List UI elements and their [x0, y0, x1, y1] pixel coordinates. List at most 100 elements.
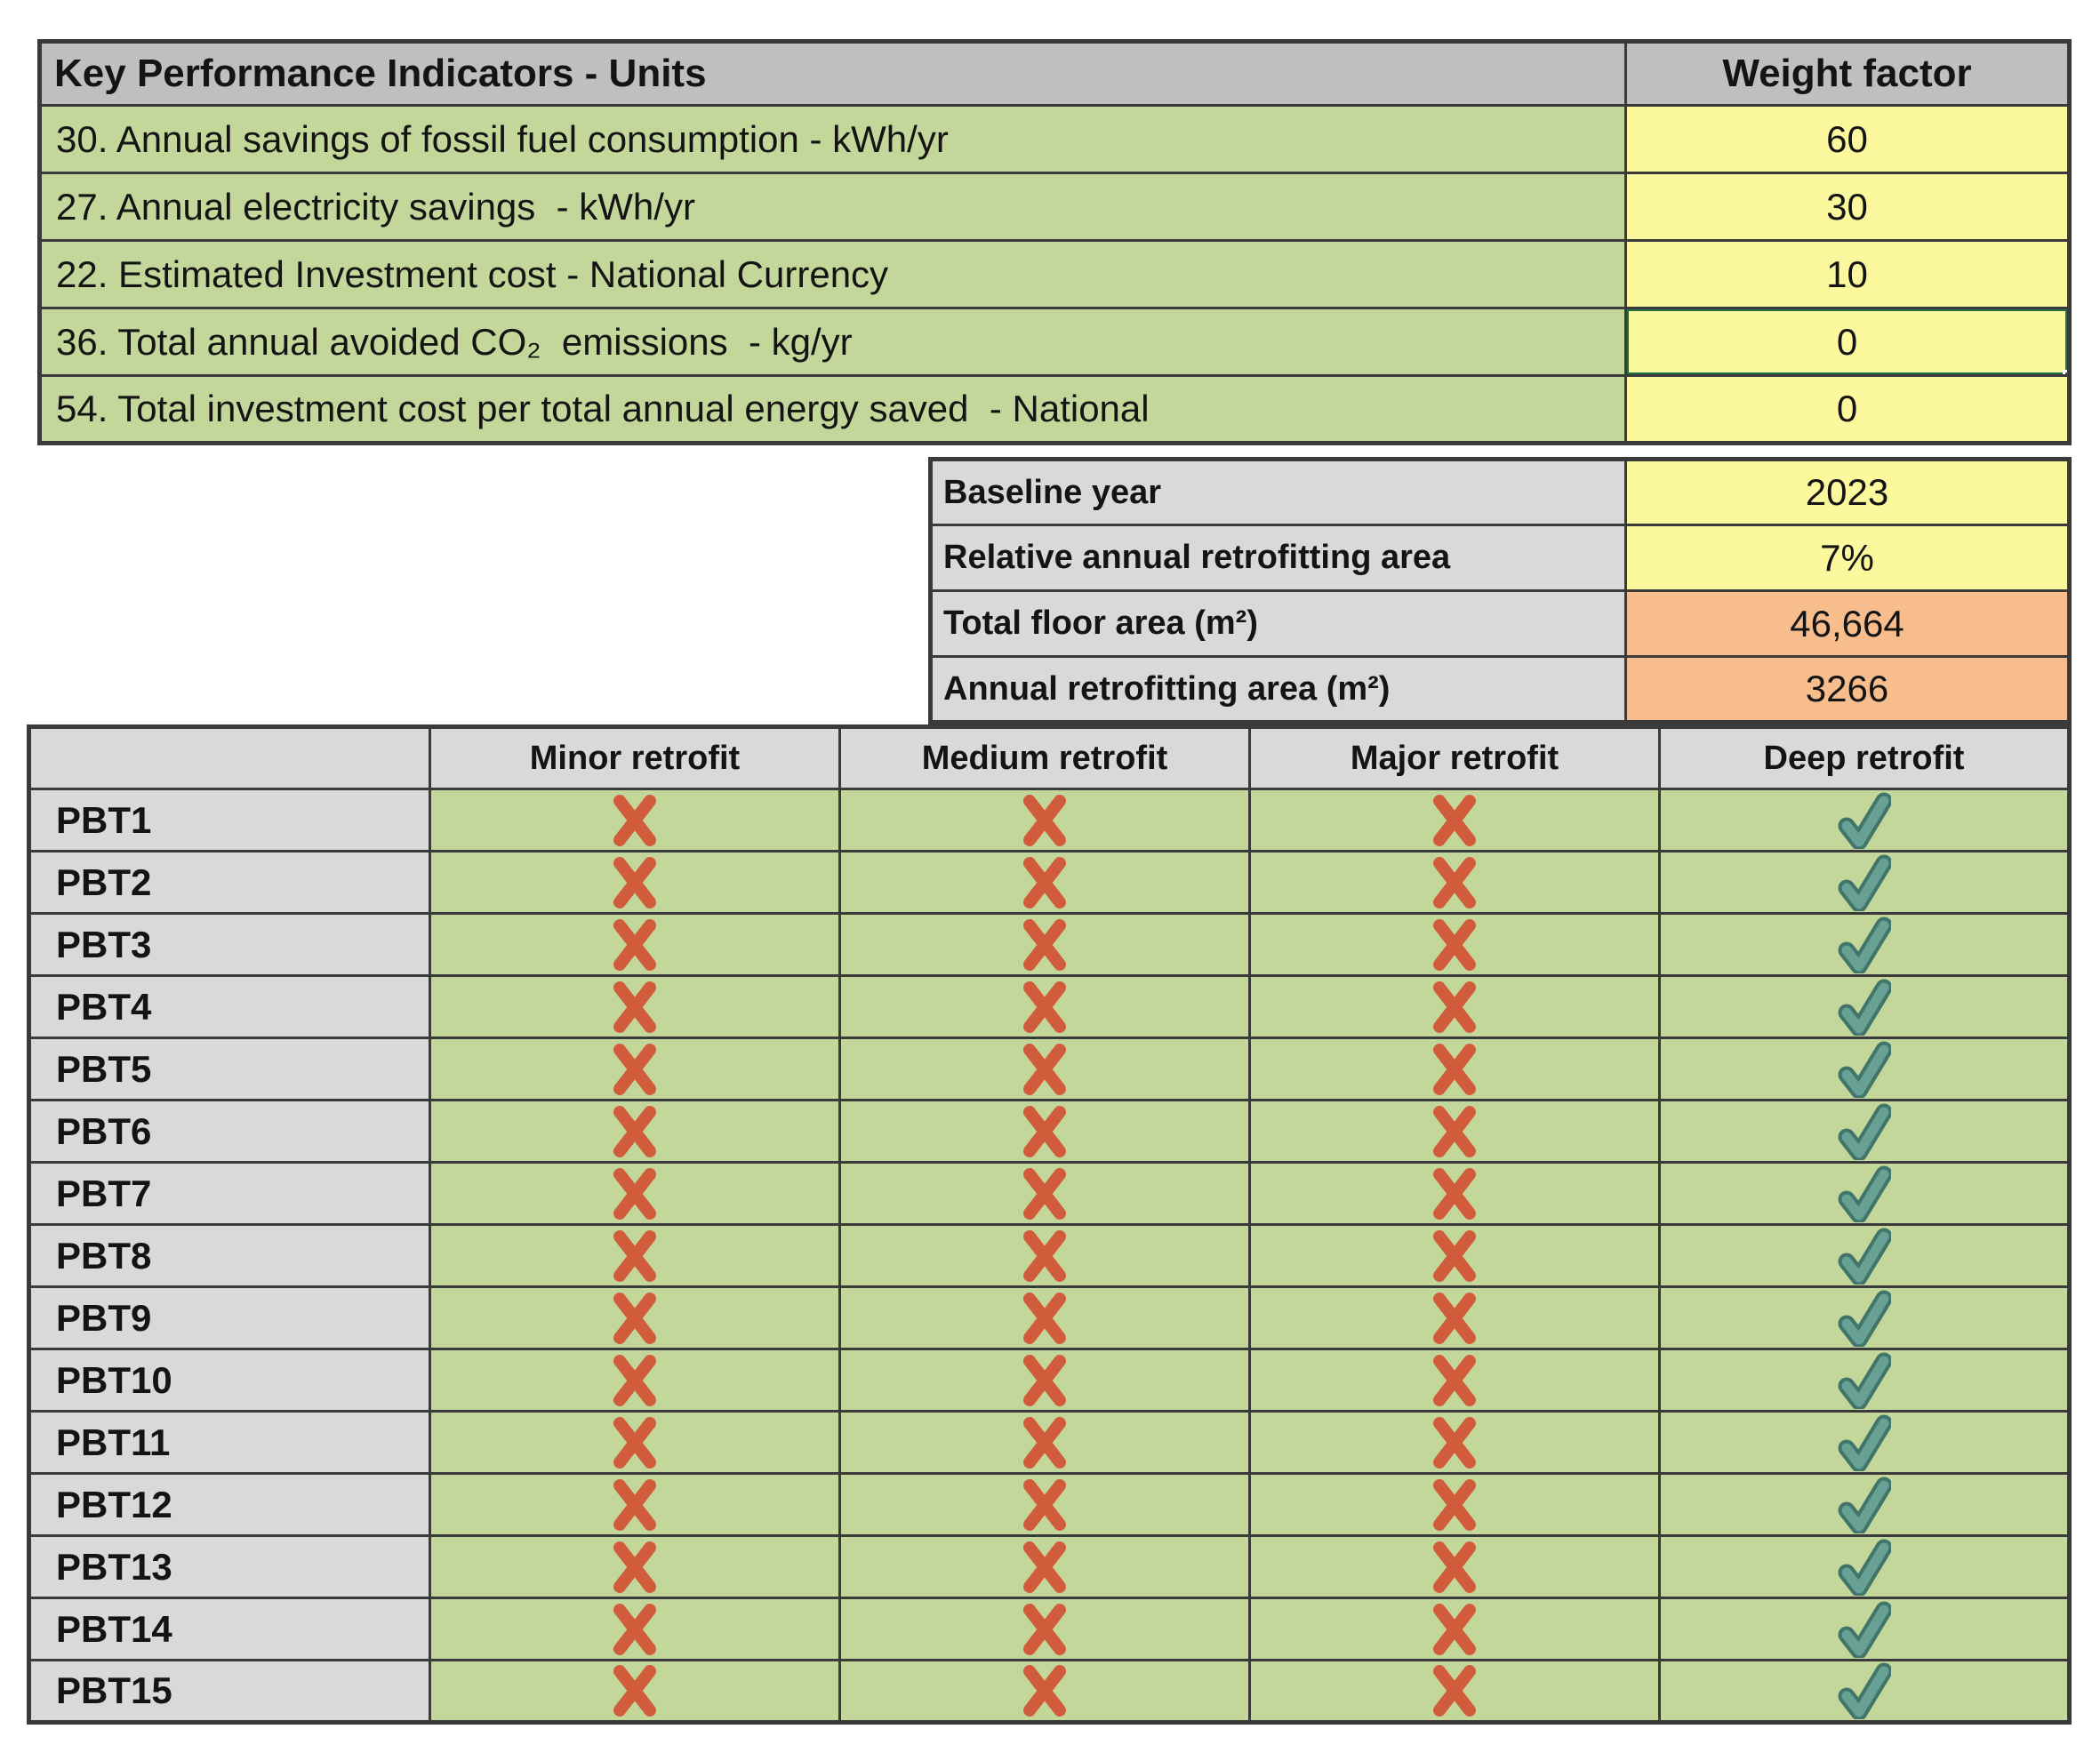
matrix-cell[interactable] [838, 1348, 1251, 1413]
matrix-cell[interactable] [429, 788, 841, 852]
matrix-cell[interactable] [1248, 1285, 1661, 1350]
matrix-cell[interactable] [1658, 1285, 2071, 1350]
cell-text: PBT1 [56, 798, 152, 841]
matrix-cell[interactable] [429, 912, 841, 977]
matrix-cell[interactable] [838, 1223, 1251, 1288]
matrix-cell[interactable] [1658, 850, 2071, 915]
weight-factor-cell[interactable]: 60 [1624, 104, 2071, 174]
matrix-cell[interactable] [1248, 1410, 1661, 1475]
matrix-cell[interactable] [429, 1161, 841, 1226]
matrix-cell[interactable] [1248, 974, 1661, 1039]
cross-icon [613, 1665, 656, 1717]
parameter-value-cell[interactable]: 2023 [1624, 458, 2071, 526]
matrix-cell[interactable] [1248, 912, 1661, 977]
cross-icon [1023, 1105, 1066, 1157]
cross-icon [1433, 1665, 1476, 1717]
matrix-row: PBT3 [28, 912, 2071, 977]
kpi-label-cell: 54. Total investment cost per total annu… [38, 374, 1627, 444]
matrix-cell[interactable] [429, 1285, 841, 1350]
matrix-cell[interactable] [1248, 1659, 1661, 1724]
matrix-cell[interactable] [838, 850, 1251, 915]
check-icon [1838, 1290, 1891, 1347]
matrix-cell[interactable] [1248, 1472, 1661, 1537]
check-icon [1838, 1165, 1891, 1222]
matrix-cell[interactable] [838, 1659, 1251, 1724]
matrix-cell[interactable] [429, 850, 841, 915]
matrix-cell[interactable] [429, 1223, 841, 1288]
matrix-cell[interactable] [1248, 1037, 1661, 1101]
check-icon [1838, 917, 1891, 973]
matrix-cell[interactable] [1248, 1223, 1661, 1288]
kpi-row: 54. Total investment cost per total annu… [38, 374, 2071, 444]
cross-icon [1433, 1229, 1476, 1282]
matrix-cell[interactable] [1658, 1472, 2071, 1537]
matrix-cell[interactable] [838, 1410, 1251, 1475]
matrix-cell[interactable] [1658, 974, 2071, 1039]
matrix-row: PBT15 [28, 1659, 2071, 1724]
cross-icon [1023, 1541, 1066, 1593]
cell-text: PBT9 [56, 1296, 152, 1339]
matrix-row: PBT9 [28, 1285, 2071, 1350]
cross-icon [1023, 1354, 1066, 1406]
parameter-label-cell: Baseline year [929, 458, 1627, 526]
matrix-cell[interactable] [1248, 1534, 1661, 1599]
selection-fill-handle[interactable] [2063, 370, 2067, 373]
weight-factor-cell[interactable]: 10 [1624, 239, 2071, 309]
matrix-cell[interactable] [429, 1099, 841, 1164]
matrix-cell[interactable] [838, 1472, 1251, 1537]
matrix-cell[interactable] [429, 1534, 841, 1599]
matrix-cell[interactable] [1248, 1161, 1661, 1226]
matrix-cell[interactable] [1248, 1348, 1661, 1413]
cell-text: 3266 [1805, 668, 1889, 709]
matrix-cell[interactable] [838, 1597, 1251, 1661]
matrix-cell[interactable] [1658, 1161, 2071, 1226]
matrix-cell[interactable] [838, 1534, 1251, 1599]
matrix-cell[interactable] [1658, 912, 2071, 977]
matrix-row-label: PBT13 [28, 1534, 431, 1599]
matrix-cell[interactable] [1658, 1534, 2071, 1599]
matrix-cell[interactable] [838, 1099, 1251, 1164]
parameter-value-cell[interactable]: 46,664 [1624, 589, 2071, 658]
matrix-cell[interactable] [838, 788, 1251, 852]
kpi-table-title: Key Performance Indicators - Units [38, 40, 1627, 107]
matrix-row: PBT6 [28, 1099, 2071, 1164]
matrix-cell[interactable] [1248, 788, 1661, 852]
matrix-cell[interactable] [429, 1348, 841, 1413]
matrix-cell[interactable] [1248, 1099, 1661, 1164]
cell-text: PBT14 [56, 1607, 172, 1650]
matrix-cell[interactable] [1248, 850, 1661, 915]
parameter-value-cell[interactable]: 7% [1624, 524, 2071, 592]
cross-icon [613, 1167, 656, 1220]
cell-text: Annual retrofitting area (m²) [943, 669, 1391, 708]
matrix-cell[interactable] [838, 912, 1251, 977]
matrix-cell[interactable] [838, 1285, 1251, 1350]
matrix-cell[interactable] [1658, 1597, 2071, 1661]
weight-factor-cell[interactable]: 30 [1624, 172, 2071, 242]
selected-weight-factor-cell[interactable]: 0 [1624, 307, 2071, 377]
matrix-cell[interactable] [1248, 1597, 1661, 1661]
cross-icon [613, 856, 656, 909]
matrix-cell[interactable] [838, 1161, 1251, 1226]
matrix-cell[interactable] [1658, 1099, 2071, 1164]
matrix-cell[interactable] [1658, 788, 2071, 852]
matrix-cell[interactable] [429, 1472, 841, 1537]
matrix-cell[interactable] [1658, 1410, 2071, 1475]
matrix-cell[interactable] [429, 1037, 841, 1101]
parameter-value-cell[interactable]: 3266 [1624, 655, 2071, 724]
matrix-cell[interactable] [429, 974, 841, 1039]
matrix-cell[interactable] [1658, 1037, 2071, 1101]
cell-text: Deep retrofit [1763, 739, 1965, 777]
matrix-cell[interactable] [1658, 1223, 2071, 1288]
matrix-cell[interactable] [838, 1037, 1251, 1101]
cross-icon [1433, 1416, 1476, 1469]
matrix-cell[interactable] [429, 1410, 841, 1475]
matrix-cell[interactable] [1658, 1348, 2071, 1413]
weight-factor-cell[interactable]: 0 [1624, 374, 2071, 444]
matrix-cell[interactable] [838, 974, 1251, 1039]
kpi-row: 27. Annual electricity savings - kWh/yr 3… [38, 172, 2071, 242]
check-icon [1838, 1103, 1891, 1160]
matrix-cell[interactable] [1658, 1659, 2071, 1724]
matrix-cell[interactable] [429, 1597, 841, 1661]
matrix-cell[interactable] [429, 1659, 841, 1724]
weight-factor-header: Weight factor [1624, 40, 2071, 107]
